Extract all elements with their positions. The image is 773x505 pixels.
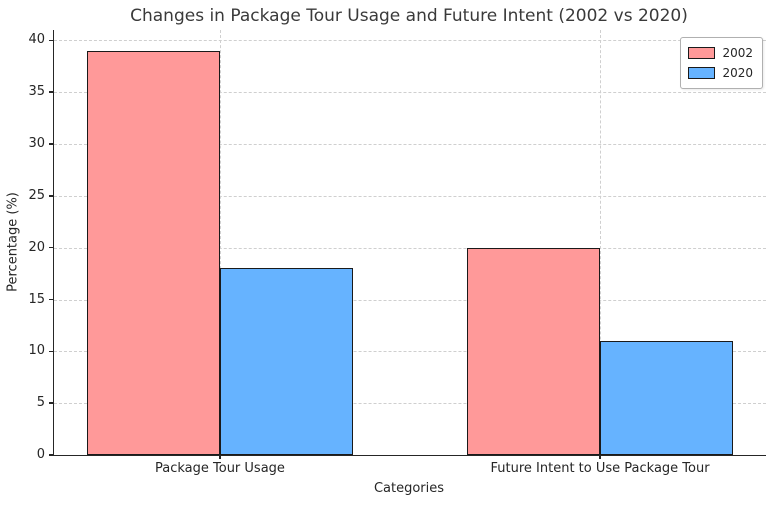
legend-label: 2002 bbox=[722, 46, 753, 60]
y-tick bbox=[48, 454, 53, 456]
gridline-horizontal bbox=[54, 247, 766, 249]
gridline-horizontal bbox=[54, 92, 766, 94]
gridline-horizontal bbox=[54, 195, 766, 197]
gridline-horizontal bbox=[54, 299, 766, 301]
y-tick bbox=[48, 298, 53, 301]
legend-item-2002: 2002 bbox=[688, 43, 753, 63]
y-tick bbox=[48, 195, 53, 197]
x-tick-label: Package Tour Usage bbox=[154, 461, 285, 476]
chart-title: Changes in Package Tour Usage and Future… bbox=[130, 6, 688, 26]
y-tick-label: 25 bbox=[28, 187, 45, 203]
legend-label: 2020 bbox=[722, 66, 753, 80]
gridline-vertical bbox=[219, 30, 221, 455]
plot-area: 0 5 10 15 20 25 30 35 40 Package Tour Usage Future… bbox=[28, 30, 766, 476]
y-tick-label: 10 bbox=[28, 343, 45, 359]
legend-swatch-icon bbox=[688, 67, 716, 79]
x-tick bbox=[219, 455, 221, 459]
y-tick-label: 15 bbox=[28, 291, 45, 307]
y-tick bbox=[48, 350, 53, 353]
legend: 2002 2020 bbox=[680, 37, 763, 89]
bar-2020-package-tour-usage bbox=[219, 268, 353, 455]
y-tick bbox=[48, 39, 53, 42]
legend-swatch-icon bbox=[688, 47, 716, 59]
y-tick bbox=[48, 402, 53, 404]
y-tick-label: 20 bbox=[28, 239, 45, 255]
y-tick-label: 35 bbox=[28, 84, 45, 100]
x-axis-label: Categories bbox=[373, 481, 445, 496]
gridline-horizontal bbox=[54, 403, 766, 405]
y-tick-label: 30 bbox=[28, 136, 45, 152]
bar-2020-future-intent-to-use-package-tour bbox=[600, 340, 734, 455]
y-tick-label: 0 bbox=[36, 447, 45, 462]
y-tick bbox=[48, 143, 53, 145]
gridline-horizontal bbox=[54, 40, 766, 42]
y-tick-label: 5 bbox=[36, 395, 45, 411]
bar-2002-future-intent-to-use-package-tour bbox=[467, 247, 601, 455]
bar-2002-package-tour-usage bbox=[86, 50, 220, 455]
gridline-horizontal bbox=[54, 144, 766, 146]
gridline-vertical bbox=[600, 30, 602, 455]
y-tick bbox=[48, 246, 53, 249]
y-axis-label: Percentage (%) bbox=[5, 192, 21, 292]
x-tick bbox=[599, 455, 601, 459]
y-tick-label: 40 bbox=[28, 32, 45, 48]
y-tick bbox=[48, 91, 53, 93]
legend-item-2020: 2020 bbox=[688, 63, 753, 83]
gridline-horizontal bbox=[54, 351, 766, 353]
x-tick-label: Future Intent to Use Package Tour bbox=[490, 461, 710, 476]
